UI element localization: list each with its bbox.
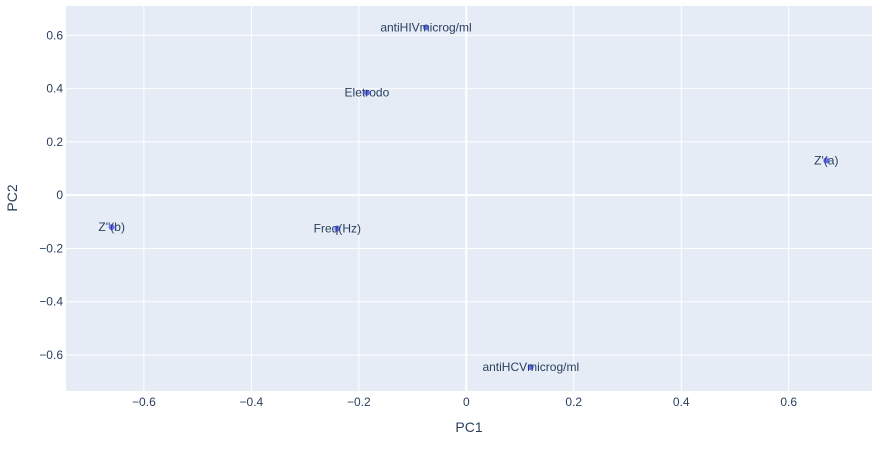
x-tick-label: 0.2 [565,395,582,409]
data-point-label: Z''(b) [98,220,125,234]
data-point [363,89,370,96]
y-tick-label: 0.2 [46,135,63,149]
x-tick-label: −0.2 [347,395,371,409]
data-point-label: Z'(a) [814,154,838,168]
x-tick-label: 0.6 [780,395,797,409]
x-tick-label: 0.4 [673,395,690,409]
data-point [108,224,115,231]
x-axis-title: PC1 [455,419,482,435]
data-points: antiHIVmicrog/ml Eletrodo Z'(a) Z''(b) Freq(… [98,20,838,374]
data-point [823,157,830,164]
data-point-label: Freq(Hz) [314,221,361,235]
y-tick-label: −0.2 [39,241,63,255]
x-tick-labels: −0.6 −0.4 −0.2 0 0.2 0.4 0.6 [132,395,797,409]
x-tick-label: −0.6 [132,395,156,409]
data-point-label: antiHCVmicrog/ml [482,360,579,374]
data-point-label: antiHIVmicrog/ml [380,20,471,34]
data-point [527,364,534,371]
data-point [334,225,341,232]
x-tick-label: 0 [463,395,470,409]
zero-lines [66,6,872,391]
data-point [423,24,430,31]
grid-lines [66,6,872,391]
plot-background [66,6,872,391]
data-point-label: Eletrodo [345,86,390,100]
y-tick-label: 0 [56,188,63,202]
y-tick-labels: −0.6 −0.4 −0.2 0 0.2 0.4 0.6 [39,28,63,362]
y-axis-title: PC2 [4,184,20,211]
y-tick-label: 0.6 [46,28,63,42]
y-tick-label: −0.6 [39,348,63,362]
x-tick-label: −0.4 [240,395,264,409]
y-tick-label: −0.4 [39,295,63,309]
y-tick-label: 0.4 [46,82,63,96]
